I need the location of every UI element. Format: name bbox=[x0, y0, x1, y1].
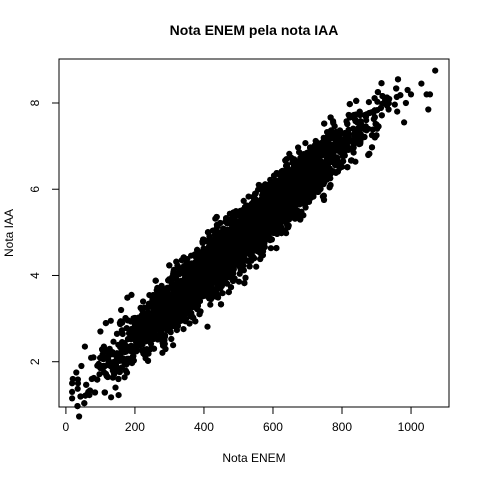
data-point bbox=[76, 413, 83, 420]
data-point bbox=[246, 263, 253, 270]
data-point bbox=[378, 112, 385, 119]
data-point bbox=[365, 99, 372, 106]
data-point bbox=[158, 282, 165, 289]
data-point bbox=[173, 327, 180, 334]
data-point bbox=[350, 149, 357, 156]
data-point bbox=[108, 394, 115, 401]
data-point bbox=[180, 326, 187, 333]
data-point bbox=[118, 327, 125, 334]
points-layer bbox=[69, 67, 439, 420]
data-point bbox=[121, 374, 128, 381]
data-point bbox=[267, 245, 274, 252]
data-point bbox=[331, 123, 338, 130]
data-point bbox=[378, 80, 385, 87]
data-point bbox=[115, 392, 122, 399]
data-point bbox=[83, 381, 90, 388]
data-point bbox=[112, 384, 119, 391]
data-point bbox=[219, 290, 226, 297]
data-point bbox=[204, 323, 211, 330]
data-point bbox=[91, 389, 99, 396]
data-point bbox=[366, 150, 373, 157]
data-point bbox=[74, 385, 81, 392]
data-point bbox=[96, 371, 103, 378]
data-point bbox=[140, 298, 147, 305]
data-point bbox=[109, 374, 116, 381]
data-point bbox=[391, 101, 398, 108]
data-point bbox=[113, 330, 121, 337]
data-point bbox=[235, 278, 243, 285]
data-point bbox=[302, 140, 309, 147]
data-point bbox=[241, 280, 248, 287]
data-point bbox=[168, 335, 175, 343]
data-point bbox=[170, 342, 177, 349]
data-point bbox=[240, 197, 247, 204]
data-point bbox=[245, 193, 252, 200]
data-point bbox=[225, 289, 232, 296]
data-point bbox=[295, 144, 302, 151]
data-point bbox=[397, 92, 404, 99]
data-point bbox=[327, 114, 334, 121]
data-point bbox=[253, 263, 260, 270]
data-point bbox=[361, 133, 368, 141]
data-point bbox=[207, 301, 214, 308]
data-point bbox=[115, 341, 122, 348]
chart-title: Nota ENEM pela nota IAA bbox=[170, 22, 339, 38]
data-point bbox=[110, 338, 117, 345]
data-point bbox=[115, 375, 122, 383]
